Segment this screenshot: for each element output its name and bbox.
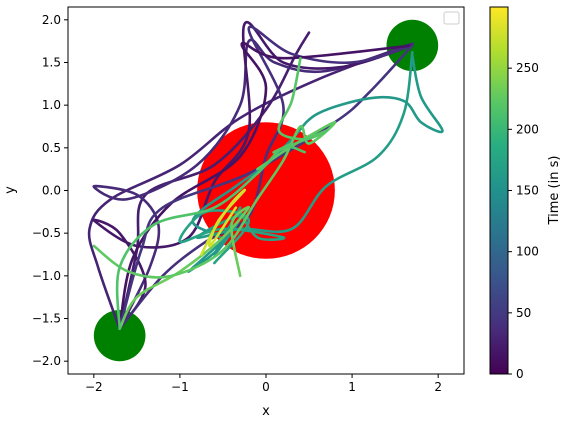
colorbar-tick-label: 50	[516, 306, 531, 320]
trajectory-14	[200, 188, 247, 256]
trajectory-11	[92, 120, 337, 279]
trajectory-10	[118, 205, 251, 331]
x-axis-ticks: −2 −1 0 1 2	[85, 374, 442, 394]
y-tick-label: 2.0	[42, 13, 61, 27]
y-tick-label: −1.0	[32, 269, 61, 283]
y-axis-ticks: −2.0 −1.5 −1.0 −0.5 0.0 0.5 1.0 1.5 2.0	[32, 13, 68, 368]
circles-layer	[93, 19, 439, 362]
trajectory-3	[92, 20, 414, 331]
colorbar-label: Time (in s)	[547, 156, 562, 226]
y-tick-label: 1.5	[42, 55, 61, 69]
x-tick-label: 0	[262, 380, 270, 394]
x-tick-label: 2	[434, 380, 442, 394]
x-tick-label: −2	[85, 380, 103, 394]
y-tick-label: 1.0	[42, 98, 61, 112]
x-tick-label: 1	[348, 380, 356, 394]
y-tick-label: −2.0	[32, 354, 61, 368]
trajectory-5	[118, 41, 414, 331]
y-tick-label: 0.5	[42, 141, 61, 155]
trajectory-0	[87, 42, 414, 331]
trajectory-9	[178, 209, 286, 265]
y-tick-label: 0.0	[42, 184, 61, 198]
colorbar-ticks: 0 50 100 150 200 250	[508, 61, 539, 381]
colorbar-tick-label: 0	[516, 367, 524, 381]
legend-empty-frame	[443, 11, 460, 25]
colorbar-tick-label: 200	[516, 122, 539, 136]
trajectory-12	[272, 56, 329, 154]
colorbar: 0 50 100 150 200 250 Time (in s)	[489, 6, 562, 381]
trajectory-13	[115, 145, 307, 331]
colorbar-tick-label: 150	[516, 184, 539, 198]
trajectory-6	[118, 44, 414, 331]
plot-area: −2 −1 0 1 2 −2.0−1.5−1.0−0.50.00.51.01.52.0 …	[3, 6, 465, 419]
trajectory-2	[92, 38, 414, 331]
y-tick-label: −0.5	[32, 226, 61, 240]
trajectories-layer	[87, 20, 444, 331]
y-tick-label: −1.5	[32, 312, 61, 326]
x-tick-label: −1	[171, 380, 189, 394]
y-axis-label: y	[3, 186, 18, 194]
colorbar-tick-label: 100	[516, 245, 539, 259]
legend-box	[443, 11, 460, 25]
colorbar-tick-label: 250	[516, 61, 539, 75]
colorbar-gradient	[489, 6, 509, 375]
circle-start-goal-bottom-left	[93, 309, 146, 362]
x-axis-label: x	[262, 404, 270, 419]
